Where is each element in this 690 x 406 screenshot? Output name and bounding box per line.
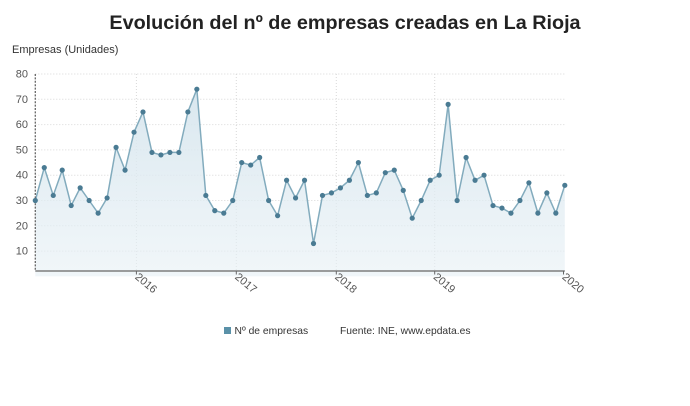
svg-text:30: 30 (16, 195, 28, 207)
svg-text:70: 70 (16, 94, 28, 106)
svg-text:80: 80 (16, 69, 28, 81)
svg-text:20: 20 (16, 220, 28, 232)
svg-text:50: 50 (16, 144, 28, 156)
svg-text:40: 40 (16, 170, 28, 182)
svg-text:2020: 2020 (560, 271, 586, 296)
svg-text:10: 10 (16, 246, 28, 258)
svg-text:60: 60 (16, 119, 28, 131)
